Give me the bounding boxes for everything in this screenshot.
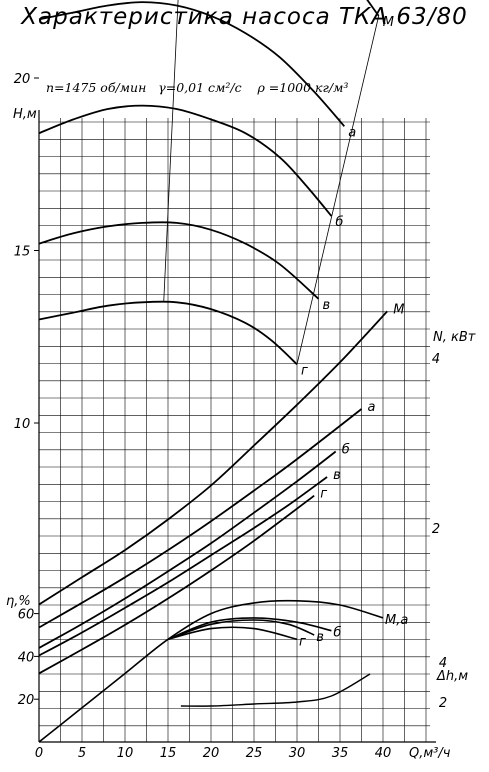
efficiency-curve bbox=[167, 619, 315, 641]
head-curve bbox=[366, 0, 380, 17]
power-series-label: г bbox=[320, 487, 327, 502]
head-tick-label: 20 bbox=[14, 72, 31, 87]
x-tick-label: 40 bbox=[375, 746, 392, 761]
head-tick-label: 15 bbox=[14, 245, 31, 260]
chart-subtitle: n=1475 об/мин γ=0,01 см²/с ρ =1000 кг/м³ bbox=[46, 80, 349, 95]
efficiency-curve bbox=[38, 599, 384, 743]
x-tick-label: 15 bbox=[160, 746, 177, 761]
x-tick-label: 10 bbox=[117, 746, 134, 761]
head-series-label: М bbox=[383, 15, 394, 30]
power-series-label: в bbox=[333, 468, 341, 483]
x-tick-label: 5 bbox=[78, 746, 86, 761]
chart-axes bbox=[34, 77, 436, 743]
power-curve bbox=[38, 408, 363, 629]
head-series-label: в bbox=[323, 298, 331, 313]
efficiency-curve bbox=[167, 626, 298, 641]
power-series-label: а bbox=[368, 400, 376, 415]
head-series-label: а bbox=[348, 125, 356, 140]
construction-line bbox=[296, 15, 380, 365]
construction-line bbox=[163, 0, 179, 303]
npsh-tick-label: 4 bbox=[439, 656, 447, 671]
x-tick-label: 30 bbox=[289, 746, 306, 761]
chart-curves bbox=[38, 0, 388, 743]
x-axis-label: Q,м³/ч bbox=[409, 746, 451, 761]
efficiency-series-label: в bbox=[316, 630, 324, 645]
head-curve bbox=[38, 104, 333, 217]
x-tick-label: 20 bbox=[203, 746, 220, 761]
efficiency-tick-label: 40 bbox=[18, 650, 35, 665]
power-curve bbox=[38, 476, 328, 657]
power-curve bbox=[38, 310, 388, 606]
efficiency-curve bbox=[167, 617, 332, 641]
x-tick-label: 0 bbox=[35, 746, 43, 761]
head-curve bbox=[38, 1, 345, 127]
npsh-tick-label: 2 bbox=[439, 696, 447, 711]
efficiency-series-label: г bbox=[299, 634, 306, 649]
head-series-label: б bbox=[335, 215, 343, 230]
power-curve bbox=[38, 494, 315, 675]
efficiency-tick-label: 60 bbox=[18, 608, 35, 623]
efficiency-tick-label: 20 bbox=[18, 693, 35, 708]
efficiency-axis-label: η,% bbox=[6, 594, 31, 609]
x-tick-label: 35 bbox=[332, 746, 349, 761]
efficiency-series-label: б bbox=[333, 626, 341, 641]
power-axis-label: N, кВт bbox=[433, 330, 476, 345]
head-curve bbox=[38, 221, 320, 300]
head-series-label: г bbox=[301, 363, 308, 378]
head-axis-label: H,м bbox=[13, 107, 37, 122]
chart-grid bbox=[39, 118, 430, 742]
npsh-curve bbox=[180, 673, 371, 707]
head-tick-label: 10 bbox=[14, 417, 31, 432]
power-series-label: б bbox=[342, 443, 350, 458]
power-tick-label: 4 bbox=[432, 352, 440, 367]
power-series-label: М bbox=[393, 302, 404, 317]
efficiency-series-label: М,а bbox=[385, 613, 408, 628]
head-curve bbox=[38, 300, 298, 366]
power-tick-label: 2 bbox=[432, 522, 440, 537]
x-tick-label: 25 bbox=[246, 746, 263, 761]
npsh-axis-label: Δh,м bbox=[436, 669, 468, 684]
power-curve bbox=[38, 450, 337, 649]
